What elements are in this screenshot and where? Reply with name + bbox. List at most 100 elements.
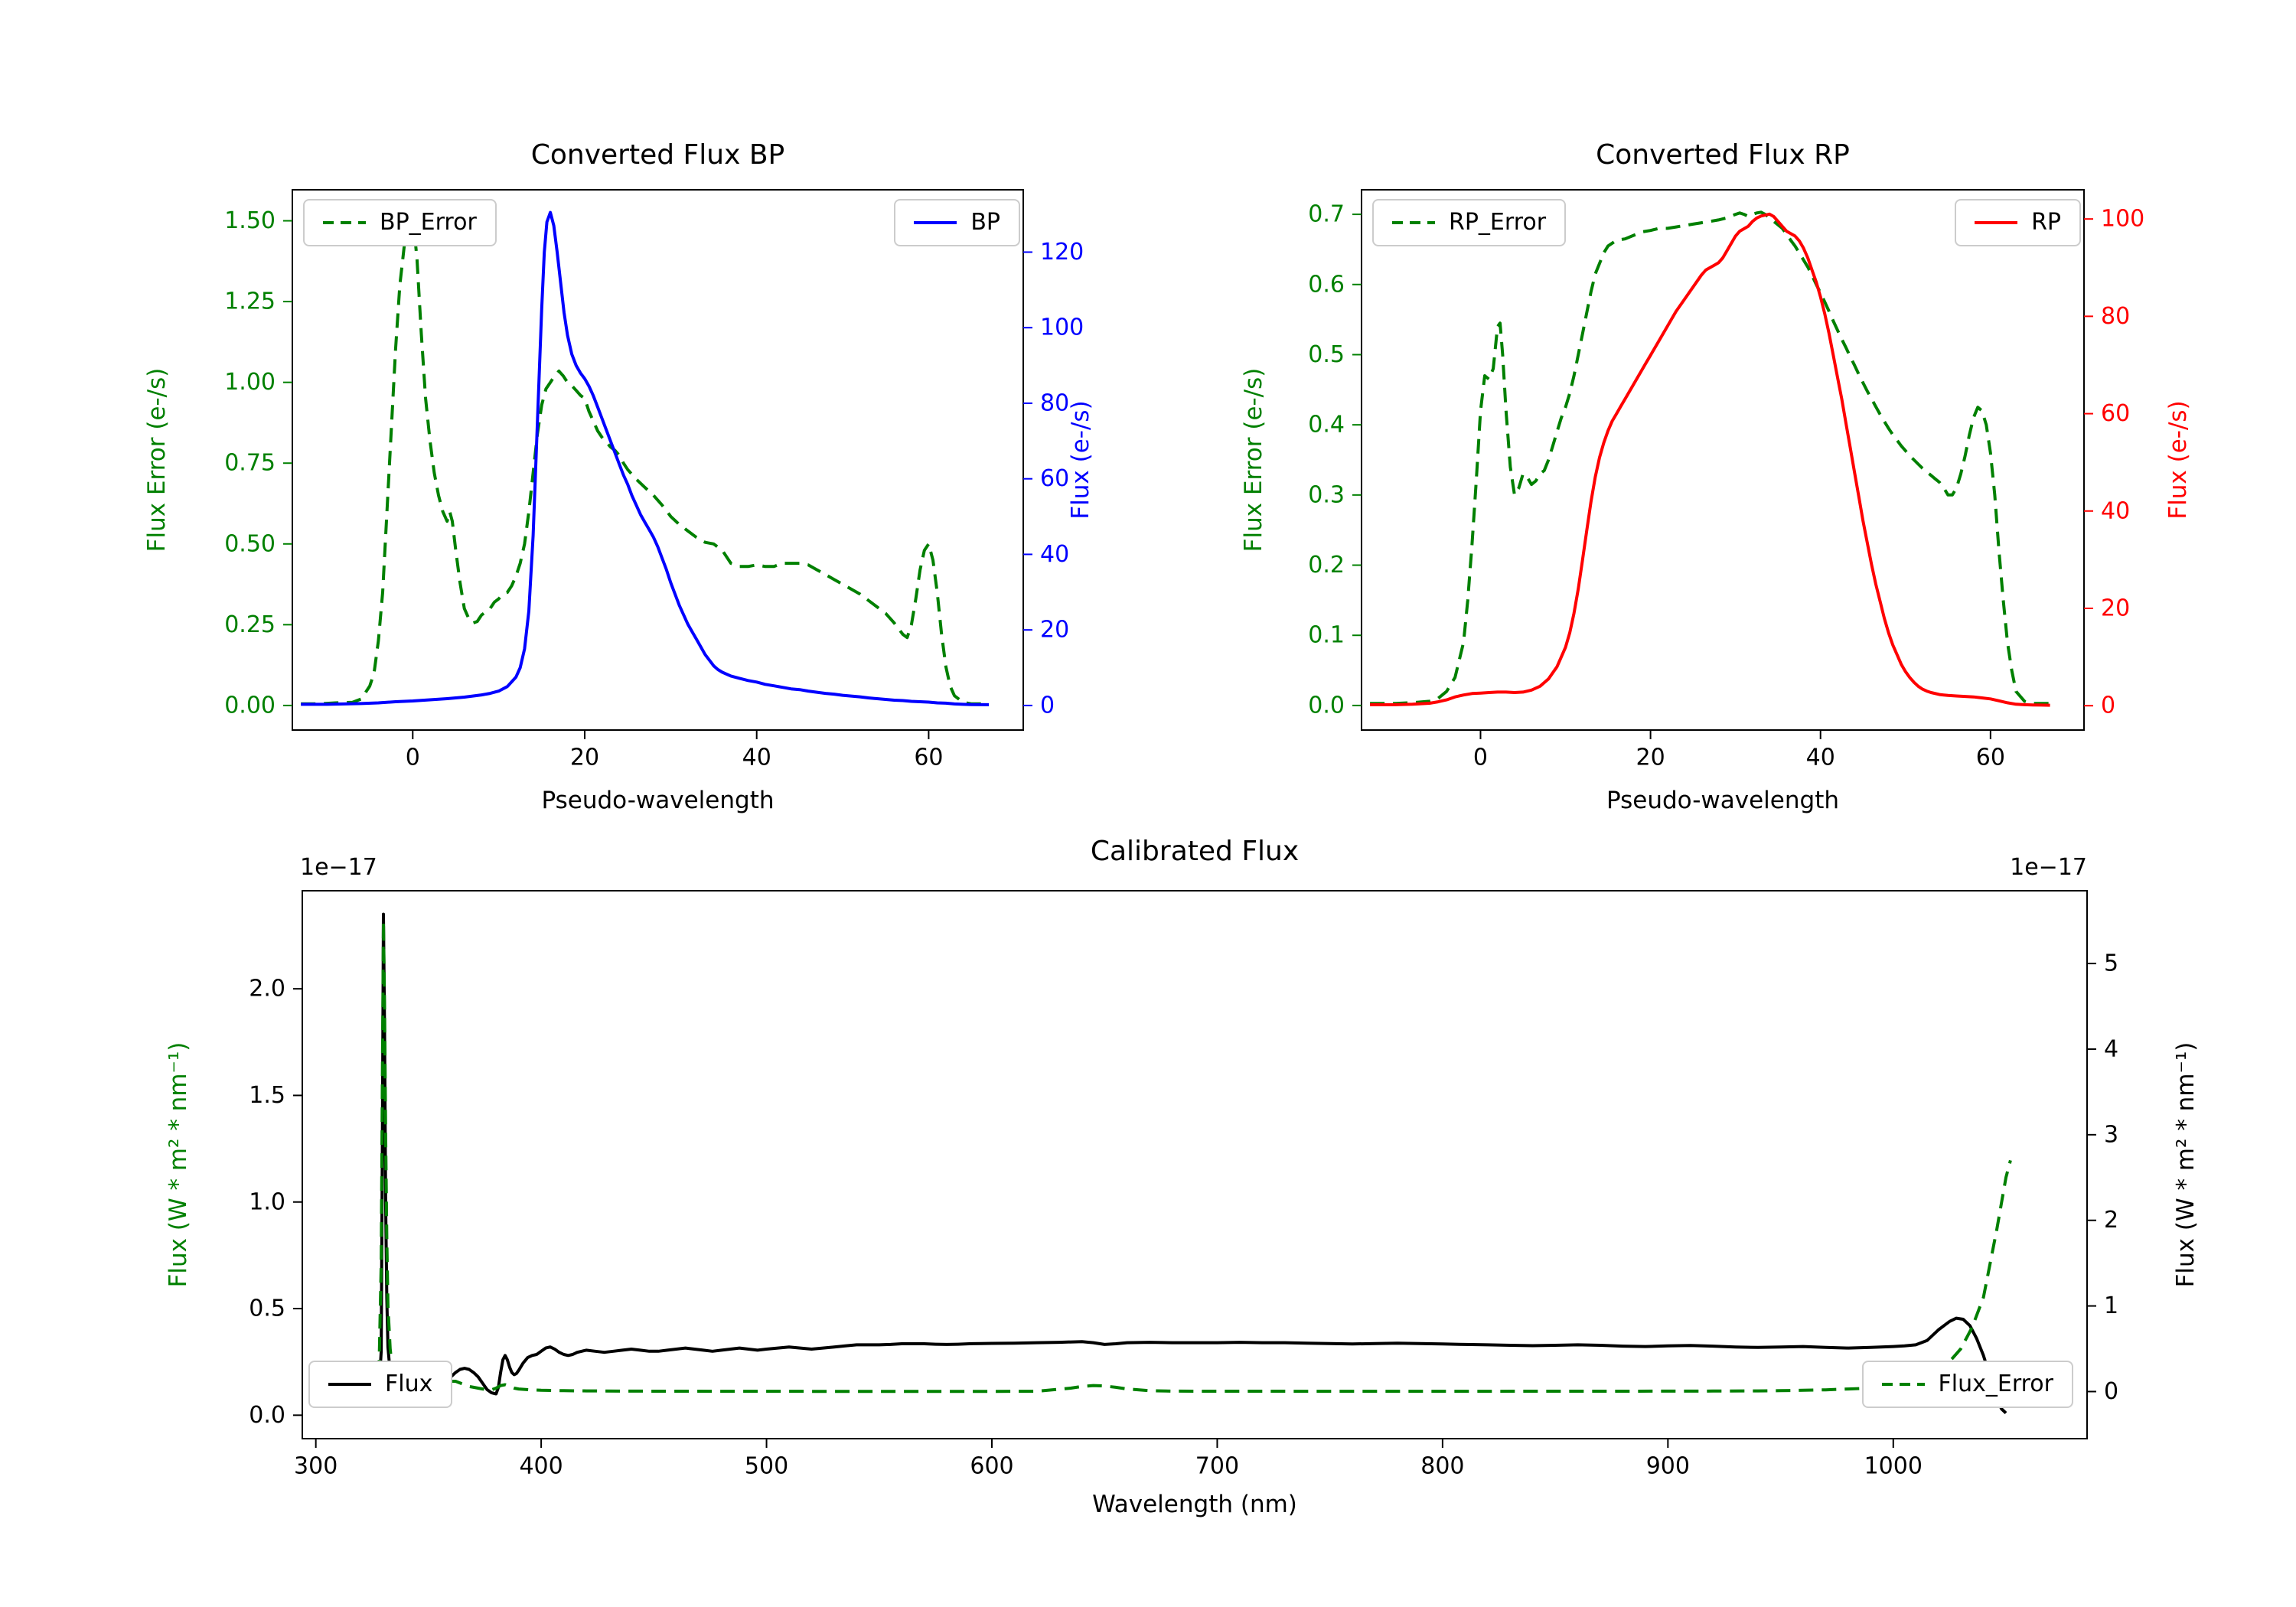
y-left-tick-label: 0.0: [249, 1402, 285, 1429]
y-left-tick-label: 1.0: [249, 1188, 285, 1215]
x-tick-label: 500: [745, 1453, 788, 1480]
x-tick-label: 40: [1806, 745, 1835, 771]
legend-label-bp: BP: [970, 209, 1000, 236]
y-right-tick-label: 40: [2101, 497, 2130, 524]
y-right-tick-label: 4: [2104, 1035, 2118, 1062]
plot-title-calibrated: Calibrated Flux: [1090, 836, 1300, 867]
y-left-tick-label: 0.50: [224, 530, 276, 557]
plot-title-bp: Converted Flux BP: [530, 139, 785, 171]
y-right-tick-label: 60: [2101, 400, 2130, 427]
legend-label-flux-error: Flux_Error: [1938, 1371, 2053, 1397]
x-tick-label: 0: [406, 745, 420, 771]
legend-line-sample-bp-error: [323, 221, 366, 224]
y-right-tick-label: 40: [1040, 541, 1069, 568]
xlabel-calibrated: Wavelength (nm): [1092, 1491, 1297, 1518]
legend-line-sample-flux: [328, 1383, 371, 1386]
series-bp-line: [301, 210, 990, 706]
x-tick-label: 20: [1636, 745, 1665, 771]
legend-label-flux: Flux: [385, 1371, 433, 1397]
series-bp-error-line: [301, 213, 990, 706]
axes-spines-bp: [292, 189, 1024, 731]
x-tick-label: 60: [1976, 745, 2005, 771]
plot-rp: 0 20 40 60 0.0 0.1 0.2 0.3 0.4 0.5 0.6 0.7 0 20 40 60 80…: [1308, 189, 2144, 771]
y-left-tick-label: 0.5: [1308, 341, 1345, 368]
y-right-tick-label: 80: [1040, 390, 1069, 416]
y-right-tick-label: 120: [1040, 239, 1084, 266]
ylabel-left-rp: Flux Error (e-/s): [1240, 367, 1267, 553]
y-right-tick-label: 5: [2104, 950, 2118, 977]
y-left-tick-label: 0.2: [1308, 552, 1345, 579]
series-flux-error-line: [377, 919, 2012, 1393]
y-left-tick-label: 0.0: [1308, 692, 1345, 719]
y-right-tick-label: 0: [2104, 1378, 2118, 1405]
x-tick-label: 900: [1646, 1453, 1690, 1480]
legend-label-rp-error: RP_Error: [1449, 209, 1547, 236]
legend-line-sample-bp: [914, 221, 957, 224]
y-left-tick-label: 2.0: [249, 976, 285, 1002]
y-left-tick-label: 1.00: [224, 369, 276, 396]
plot-cal: 300 400 500 600 700 800 900 1000 0.0 0.5 1.0 1.5 2.0…: [249, 890, 2118, 1480]
y-left-tick-label: 0.7: [1308, 201, 1345, 228]
x-tick-label: 40: [742, 745, 771, 771]
legend-flux: Flux: [308, 1361, 453, 1408]
x-tick-label: 60: [914, 745, 943, 771]
y-right-tick-label: 1: [2104, 1292, 2118, 1319]
legend-bp-error: BP_Error: [303, 199, 497, 246]
x-tick-label: 1000: [1864, 1453, 1923, 1480]
y-left-tick-label: 0.3: [1308, 481, 1345, 508]
y-left-tick-label: 1.50: [224, 207, 276, 234]
ylabel-left-calibrated: Flux (W * m² * nm⁻¹): [165, 1041, 192, 1288]
legend-line-sample-flux-error: [1881, 1383, 1925, 1386]
y-left-tick-label: 0.6: [1308, 271, 1345, 298]
y-left-tick-label: 0.4: [1308, 412, 1345, 438]
series-rp-error-line: [1370, 210, 2050, 706]
y-right-tick-label: 3: [2104, 1121, 2118, 1148]
x-tick-label: 600: [970, 1453, 1013, 1480]
series-flux-line: [377, 912, 2007, 1415]
plot-bp: 0 20 40 60 0.00 0.25 0.50 0.75 1.00 1.25 1.50 0 20 40…: [224, 189, 1084, 771]
y-right-tick-label: 100: [2101, 206, 2144, 233]
y-right-tick-label: 2: [2104, 1207, 2118, 1234]
legend-rp: RP: [1955, 199, 2081, 246]
y-right-tick-label: 0: [2101, 693, 2115, 719]
y-right-tick-label: 0: [1040, 692, 1055, 719]
ylabel-right-rp: Flux (e-/s): [2164, 400, 2192, 520]
offset-text-left-calibrated: 1e−17: [300, 854, 377, 881]
legend-rp-error: RP_Error: [1372, 199, 1567, 246]
legend-label-rp: RP: [2031, 209, 2061, 236]
offset-text-right-calibrated: 1e−17: [2010, 854, 2087, 881]
y-right-tick-label: 60: [1040, 465, 1069, 492]
y-right-tick-label: 20: [1040, 617, 1069, 644]
legend-flux-error: Flux_Error: [1861, 1361, 2073, 1408]
legend-line-sample-rp-error: [1392, 221, 1435, 224]
y-left-tick-label: 0.1: [1308, 622, 1345, 649]
y-left-tick-label: 0.00: [224, 692, 276, 719]
legend-bp: BP: [894, 199, 1020, 246]
plot-title-rp: Converted Flux RP: [1596, 139, 1850, 171]
y-left-tick-label: 1.25: [224, 288, 276, 315]
xlabel-bp: Pseudo-wavelength: [541, 787, 775, 814]
y-left-tick-label: 1.5: [249, 1082, 285, 1109]
legend-line-sample-rp: [1975, 221, 2018, 224]
x-tick-label: 20: [570, 745, 599, 771]
axes-spines-cal: [302, 890, 2088, 1439]
xlabel-rp: Pseudo-wavelength: [1606, 787, 1839, 814]
y-left-tick-label: 0.25: [224, 611, 276, 638]
ylabel-right-calibrated: Flux (W * m² * nm⁻¹): [2172, 1041, 2200, 1288]
x-tick-label: 800: [1420, 1453, 1464, 1480]
y-left-tick-label: 0.5: [249, 1296, 285, 1322]
x-tick-label: 700: [1195, 1453, 1239, 1480]
y-right-tick-label: 100: [1040, 315, 1084, 341]
series-rp-line: [1370, 212, 2050, 707]
y-left-tick-label: 0.75: [224, 450, 276, 477]
ylabel-left-bp: Flux Error (e-/s): [143, 367, 171, 553]
x-tick-label: 400: [519, 1453, 563, 1480]
y-right-tick-label: 80: [2101, 303, 2130, 330]
ylabel-right-bp: Flux (e-/s): [1067, 400, 1094, 520]
x-tick-label: 300: [294, 1453, 338, 1480]
legend-label-bp-error: BP_Error: [380, 209, 477, 236]
y-right-tick-label: 20: [2101, 595, 2130, 621]
axes-spines-rp: [1361, 189, 2085, 731]
x-tick-label: 0: [1473, 745, 1488, 771]
